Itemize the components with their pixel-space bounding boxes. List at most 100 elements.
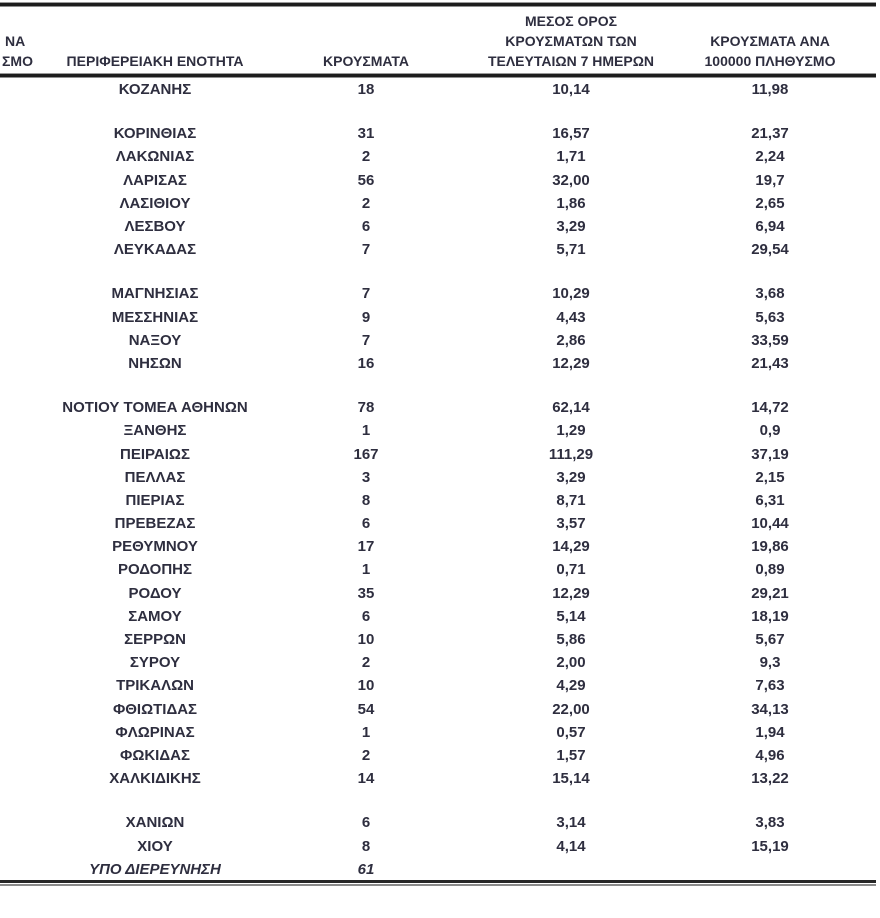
region-cell: ΣΑΜΟΥ xyxy=(128,607,182,625)
per100k-cell: 14,72 xyxy=(751,399,789,417)
cases-cell: 8 xyxy=(361,837,371,855)
avg7-cell: 15,14 xyxy=(552,770,590,788)
row-gap xyxy=(0,790,880,811)
cases-cell: 3 xyxy=(361,468,371,486)
cases-cell: 2 xyxy=(361,148,371,166)
row-gap xyxy=(0,101,880,122)
region-cell: ΦΛΩΡΙΝΑΣ xyxy=(115,723,195,741)
region-cell: ΛΕΥΚΑΔΑΣ xyxy=(113,241,197,259)
region-cell: ΛΑΣΙΘΙΟΥ xyxy=(119,194,191,212)
per100k-cell: 37,19 xyxy=(751,445,789,463)
region-cell: ΠΙΕΡΙΑΣ xyxy=(125,491,185,509)
region-cell: ΣΥΡΟΥ xyxy=(129,654,181,672)
table-row: ΝΗΣΩΝ 16 12,29 21,43 xyxy=(0,352,880,375)
cut-column-header-line2: ΣΜΟ xyxy=(2,53,33,69)
table-header-row: ΠΕΡΙΦΕΡΕΙΑΚΗ ΕΝΟΤΗΤΑ ΚΡΟΥΣΜΑΤΑ ΜΕΣΟΣ ΟΡΟ… xyxy=(0,8,880,73)
avg7-cell: 0,57 xyxy=(556,723,586,741)
table-row: ΥΠΟ ΔΙΕΡΕΥΝΗΣΗ 61 xyxy=(0,858,880,881)
table-top-border xyxy=(0,2,876,7)
cases-cell: 1 xyxy=(361,723,371,741)
header-spacer xyxy=(820,8,880,73)
per100k-cell: 15,19 xyxy=(751,837,789,855)
column-header-region: ΠΕΡΙΦΕΡΕΙΑΚΗ ΕΝΟΤΗΤΑ xyxy=(0,8,310,73)
column-header-per100k: ΚΡΟΥΣΜΑΤΑ ΑΝΑ 100000 ΠΛΗΘΥΣΜΟ xyxy=(705,8,836,73)
per100k-cell: 19,86 xyxy=(751,538,789,556)
region-cell: ΦΘΙΩΤΙΔΑΣ xyxy=(112,700,198,718)
cases-cell: 9 xyxy=(361,308,371,326)
table-row: ΝΑΞΟΥ 7 2,86 33,59 xyxy=(0,329,880,352)
table-row: ΛΕΥΚΑΔΑΣ 7 5,71 29,54 xyxy=(0,238,880,261)
cases-cell: 6 xyxy=(361,515,371,533)
column-header-avg7-line2: ΚΡΟΥΣΜΑΤΩΝ ΤΩΝ xyxy=(505,33,637,49)
table-row: ΦΛΩΡΙΝΑΣ 1 0,57 1,94 xyxy=(0,721,880,744)
cases-cell: 10 xyxy=(357,677,375,695)
cases-cell: 1 xyxy=(361,422,371,440)
per100k-cell: 9,3 xyxy=(759,654,781,672)
per100k-cell: 21,43 xyxy=(751,354,789,372)
region-cell: ΡΟΔΟΥ xyxy=(128,584,182,602)
column-header-avg7: ΜΕΣΟΣ ΟΡΟΣ ΚΡΟΥΣΜΑΤΩΝ ΤΩΝ ΤΕΛΕΥΤΑΙΩΝ 7 Η… xyxy=(422,8,720,73)
cases-cell: 2 xyxy=(361,654,371,672)
avg7-cell: 62,14 xyxy=(552,399,590,417)
table-row: ΧΙΟΥ 8 4,14 15,19 xyxy=(0,834,880,857)
cases-cell: 35 xyxy=(357,584,375,602)
region-cell: ΝΟΤΙΟΥ ΤΟΜΕΑ ΑΘΗΝΩΝ xyxy=(62,399,248,417)
table-row: ΧΑΛΚΙΔΙΚΗΣ 14 15,14 13,22 xyxy=(0,767,880,790)
cases-cell: 8 xyxy=(361,491,371,509)
region-cell: ΝΑΞΟΥ xyxy=(128,331,182,349)
per100k-cell: 6,94 xyxy=(755,218,785,236)
avg7-cell: 22,00 xyxy=(552,700,590,718)
table-row: ΜΑΓΝΗΣΙΑΣ 7 10,29 3,68 xyxy=(0,282,880,305)
table-row: ΛΑΣΙΘΙΟΥ 2 1,86 2,65 xyxy=(0,192,880,215)
per100k-cell: 3,68 xyxy=(755,285,785,303)
region-cell: ΠΡΕΒΕΖΑΣ xyxy=(114,515,196,533)
region-cell: ΜΕΣΣΗΝΙΑΣ xyxy=(111,308,199,326)
column-header-per100k-line1: ΚΡΟΥΣΜΑΤΑ ΑΝΑ xyxy=(710,33,830,49)
region-cell: ΦΩΚΙΔΑΣ xyxy=(120,746,190,764)
avg7-cell: 1,29 xyxy=(556,422,586,440)
column-header-avg7-line1: ΜΕΣΟΣ ΟΡΟΣ xyxy=(524,13,618,29)
per100k-cell: 5,67 xyxy=(755,631,785,649)
avg7-cell: 2,86 xyxy=(556,331,586,349)
avg7-cell: 1,57 xyxy=(556,746,586,764)
region-cell: ΡΟΔΟΠΗΣ xyxy=(118,561,192,579)
avg7-cell: 4,14 xyxy=(556,837,586,855)
cut-column-header-line1: ΝΑ xyxy=(5,33,26,49)
table-row: ΛΑΚΩΝΙΑΣ 2 1,71 2,24 xyxy=(0,145,880,168)
per100k-cell: 0,9 xyxy=(759,422,781,440)
table-row: ΝΟΤΙΟΥ ΤΟΜΕΑ ΑΘΗΝΩΝ 78 62,14 14,72 xyxy=(0,396,880,419)
table-row: ΡΟΔΟΥ 35 12,29 29,21 xyxy=(0,582,880,605)
per100k-cell: 6,31 xyxy=(755,491,785,509)
avg7-cell: 14,29 xyxy=(552,538,590,556)
avg7-cell: 3,57 xyxy=(556,515,586,533)
table-row: ΞΑΝΘΗΣ 1 1,29 0,9 xyxy=(0,419,880,442)
region-cell: ΠΕΙΡΑΙΩΣ xyxy=(120,445,190,463)
table-row: ΚΟΖΑΝΗΣ 18 10,14 11,98 xyxy=(0,78,880,101)
region-cell: ΧΙΟΥ xyxy=(137,837,173,855)
per100k-cell: 3,83 xyxy=(755,814,785,832)
table-row: ΛΕΣΒΟΥ 6 3,29 6,94 xyxy=(0,215,880,238)
per100k-cell: 29,21 xyxy=(751,584,789,602)
per100k-cell: 0,89 xyxy=(755,561,785,579)
row-gap xyxy=(0,261,880,282)
avg7-cell: 111,29 xyxy=(548,445,594,463)
table-row: ΠΡΕΒΕΖΑΣ 6 3,57 10,44 xyxy=(0,512,880,535)
cases-cell: 7 xyxy=(361,331,371,349)
avg7-cell: 3,14 xyxy=(556,814,586,832)
table-row: ΣΑΜΟΥ 6 5,14 18,19 xyxy=(0,605,880,628)
table-row: ΠΕΙΡΑΙΩΣ 167 111,29 37,19 xyxy=(0,442,880,465)
per100k-cell: 21,37 xyxy=(751,125,789,143)
cases-cell: 16 xyxy=(357,354,375,372)
avg7-cell: 5,14 xyxy=(556,607,586,625)
avg7-cell: 4,43 xyxy=(556,308,586,326)
region-cell: ΤΡΙΚΑΛΩΝ xyxy=(116,677,194,695)
region-cell: ΣΕΡΡΩΝ xyxy=(124,631,186,649)
cases-cell: 1 xyxy=(361,561,371,579)
region-cell: ΛΑΚΩΝΙΑΣ xyxy=(115,148,195,166)
cases-cell: 6 xyxy=(361,814,371,832)
per100k-cell: 1,94 xyxy=(755,723,785,741)
per100k-cell: 19,7 xyxy=(755,171,785,189)
table-row: ΠΕΛΛΑΣ 3 3,29 2,15 xyxy=(0,466,880,489)
cases-cell: 31 xyxy=(357,125,375,143)
avg7-cell: 1,71 xyxy=(556,148,586,166)
